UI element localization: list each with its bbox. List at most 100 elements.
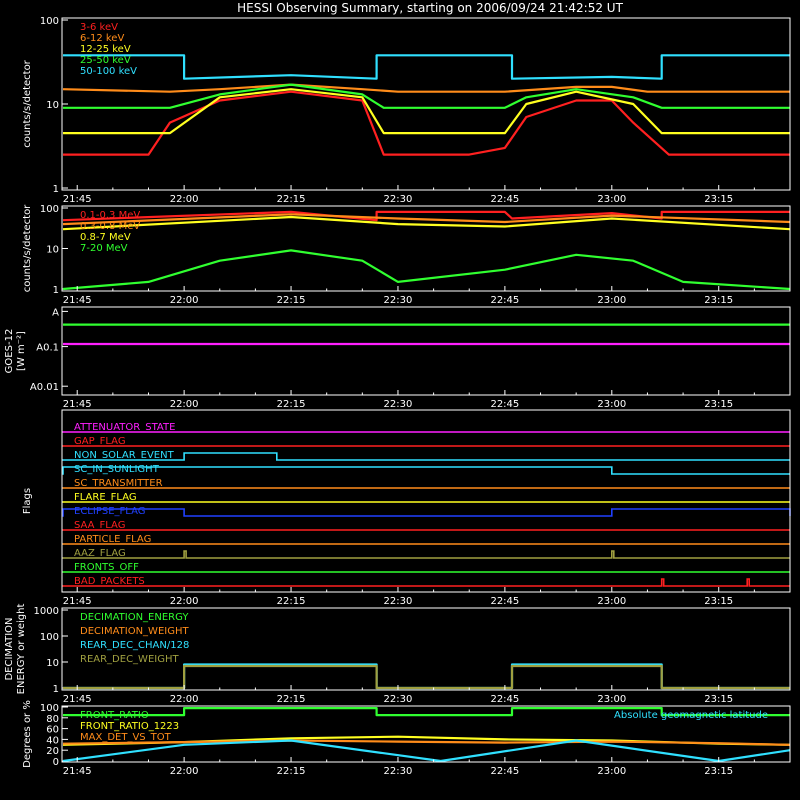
time-tick-label: 22:45 [490, 295, 519, 306]
flag-label: FRONTS_OFF [74, 562, 139, 573]
time-tick-label: 22:45 [490, 596, 519, 607]
y-tick-label: 1 [53, 684, 59, 695]
time-tick-label: 22:45 [490, 766, 519, 777]
legend-entry: 12-25 keV [80, 44, 131, 55]
panel-decimation: 1 10 100 1000 DECIMATION_ENERGY DECIMATION_WE… [34, 606, 790, 695]
y-tick-label: 10 [46, 245, 59, 256]
y-axis-label: GOES-12 [4, 329, 15, 374]
time-axis-flags: 21:45 22:00 22:15 22:30 22:45 23:00 23:15 [63, 587, 755, 607]
y-tick-label: 20 [46, 746, 59, 757]
legend-entry: 6-12 keV [80, 33, 124, 44]
y-tick-label: 80 [46, 714, 59, 725]
legend-entry: REAR_DEC_CHAN/128 [80, 640, 189, 651]
time-tick-label: 22:30 [384, 596, 413, 607]
flag-label: SC_TRANSMITTER [74, 478, 163, 489]
legend-entry: 25-50 keV [80, 55, 131, 66]
legend-entry: REAR_DEC_WEIGHT [80, 654, 179, 665]
y-axis-label: DECIMATION [4, 617, 15, 680]
y-tick-label: 60 [46, 725, 59, 736]
flag-label: FLARE_FLAG [74, 492, 137, 503]
time-tick-label: 22:30 [384, 766, 413, 777]
time-tick-label: 21:45 [63, 694, 92, 705]
series-line-geometry-2 [62, 739, 791, 746]
series-line-geometry-0 [63, 706, 790, 717]
time-tick-label: 23:00 [597, 766, 626, 777]
time-tick-label: 22:15 [277, 596, 306, 607]
y-tick-label: 100 [40, 204, 59, 215]
flag-label: NON_SOLAR_EVENT [74, 450, 175, 461]
time-tick-label: 22:30 [384, 399, 413, 410]
time-tick-label: 22:00 [170, 596, 199, 607]
time-tick-label: 22:15 [277, 399, 306, 410]
flag-label: ECLIPSE_FLAG [74, 506, 145, 517]
series-line-energy-bands-4 [63, 54, 790, 80]
time-tick-label: 22:30 [384, 694, 413, 705]
panel-goes: A A0.1 A0.01 [30, 307, 790, 393]
y-tick-label: A0.1 [36, 343, 59, 354]
y-axis-label-units: [W m⁻²] [16, 331, 27, 371]
y-tick-label: 100 [40, 632, 59, 643]
flag-label: PARTICLE_FLAG [74, 534, 151, 545]
legend-entry: Absolute geomagnetic latitude [614, 710, 768, 721]
flag-line-11 [62, 578, 790, 587]
flag-line-2 [62, 452, 790, 461]
series-line-high-energy-3 [62, 249, 791, 291]
time-tick-label: 23:00 [597, 596, 626, 607]
panel-flags: ATTENUATOR_STATE GAP_FLAG NON_SOLAR_EVENT S… [62, 422, 791, 587]
y-tick-label: 1000 [34, 606, 59, 617]
legend-entry: DECIMATION_WEIGHT [80, 626, 189, 637]
time-tick-label: 23:15 [704, 596, 733, 607]
y-tick-label: 10 [46, 100, 59, 111]
panel-frame-high-energy [61, 205, 791, 292]
series-line-high-energy-2 [62, 215, 791, 231]
flag-label: BAD_PACKETS [74, 576, 145, 587]
time-axis-high-energy: 21:45 22:00 22:15 22:30 22:45 23:00 23:15 [63, 286, 755, 306]
time-tick-label: 22:00 [170, 694, 199, 705]
panel-frame-energy-bands [61, 17, 791, 191]
time-tick-label: 23:15 [704, 194, 733, 205]
y-tick-label: 1 [53, 184, 59, 195]
time-tick-label: 22:15 [277, 694, 306, 705]
y-tick-label: A0.01 [30, 382, 59, 393]
y-axis-label: Flags [22, 488, 33, 514]
series-line-energy-bands-3 [63, 83, 790, 109]
time-tick-label: 22:15 [277, 295, 306, 306]
flag-label: GAP_FLAG [74, 436, 126, 447]
time-tick-label: 23:15 [704, 399, 733, 410]
time-tick-label: 23:00 [597, 399, 626, 410]
legend-entry: FRONT_RATIO [80, 710, 149, 721]
panel-frame-flags [61, 409, 791, 593]
y-tick-label: 100 [40, 16, 59, 27]
y-axis-label: Degrees or % [22, 700, 33, 768]
legend-entry: 0.1-0.3 MeV [80, 210, 140, 221]
y-axis-label-units: ENERGY or weight [16, 604, 27, 695]
legend-entry: FRONT_RATIO_1223 [80, 721, 179, 732]
time-tick-label: 22:30 [384, 295, 413, 306]
flag-label: SC_IN_SUNLIGHT [74, 464, 160, 475]
chart-title: HESSI Observing Summary, starting on 200… [237, 1, 623, 15]
time-tick-label: 22:00 [170, 399, 199, 410]
time-axis-energy-bands: 21:45 22:00 22:15 22:30 22:45 23:00 23:15 [63, 185, 755, 205]
time-tick-label: 23:00 [597, 295, 626, 306]
time-tick-label: 21:45 [63, 766, 92, 777]
time-tick-label: 21:45 [63, 194, 92, 205]
legend-entry: 0.3-0.8 MeV [80, 221, 140, 232]
y-tick-label: 0 [53, 757, 59, 768]
y-tick-label: 1 [53, 285, 59, 296]
legend-entry: 7-20 MeV [80, 243, 128, 254]
panel-frame-geometry [61, 705, 791, 763]
flag-label: ATTENUATOR_STATE [74, 422, 175, 433]
y-tick-label: 100 [40, 703, 59, 714]
time-tick-label: 23:15 [704, 766, 733, 777]
y-axis-label: counts/s/detector [22, 204, 33, 292]
time-tick-label: 22:45 [490, 194, 519, 205]
time-tick-label: 22:00 [170, 766, 199, 777]
flag-label: AAZ_FLAG [74, 548, 126, 559]
time-tick-label: 22:15 [277, 194, 306, 205]
legend-entry: 3-6 keV [80, 22, 118, 33]
series-line-energy-bands-2 [63, 88, 790, 135]
legend-entry: 0.8-7 MeV [80, 232, 131, 243]
